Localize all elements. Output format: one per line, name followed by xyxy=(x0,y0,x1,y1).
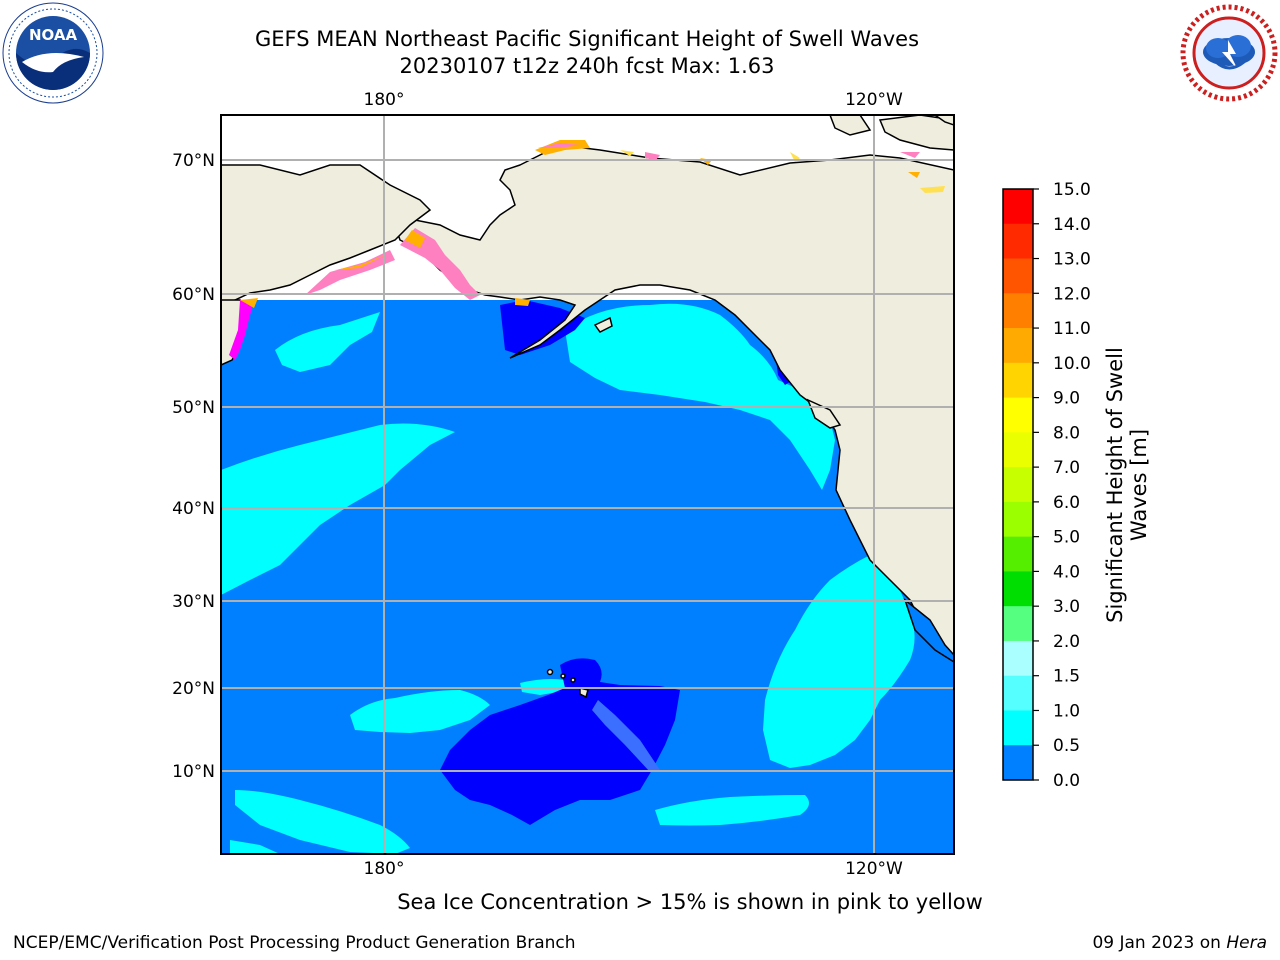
lat-label-30n: 30°N xyxy=(172,592,215,612)
colorbar-label-text: Significant Height of Swell Waves [m] xyxy=(1103,347,1151,623)
colorbar-label: Significant Height of Swell Waves [m] xyxy=(1103,345,1151,625)
sea-ice-footnote-text: Sea Ice Concentration > 15% is shown in … xyxy=(397,890,983,914)
colorbar-tick-label: 12.0 xyxy=(1053,284,1091,304)
colorbar-segment xyxy=(1003,745,1033,781)
footer-date-text: 09 Jan 2023 on xyxy=(1092,933,1227,953)
colorbar-tick-label: 14.0 xyxy=(1053,215,1091,235)
lat-label-70n: 70°N xyxy=(172,151,215,171)
colorbar-tick-label: 10.0 xyxy=(1053,354,1091,374)
colorbar-ticks: 15.0 14.0 13.0 12.0 11.0 10.0 9.0 8.0 7.0 6.0 5.0 4… xyxy=(1033,180,1091,791)
colorbar-segment xyxy=(1003,606,1033,642)
lon-label-top-180: 180° xyxy=(364,90,405,110)
colorbar-tick-label: 3.0 xyxy=(1053,597,1080,617)
colorbar-tick-label: 15.0 xyxy=(1053,180,1091,200)
colorbar-tick-label: 0.0 xyxy=(1053,771,1080,791)
footer-host: Hera xyxy=(1226,933,1267,953)
noaa-logo-text: NOAA xyxy=(29,26,78,44)
lat-label-10n: 10°N xyxy=(172,762,215,782)
colorbar-tick-label: 0.5 xyxy=(1053,736,1080,756)
colorbar-tick-label: 7.0 xyxy=(1053,458,1080,478)
colorbar-frame xyxy=(1002,188,1034,781)
lat-label-50n: 50°N xyxy=(172,398,215,418)
lon-label-bottom-180: 180° xyxy=(364,859,405,879)
lat-label-20n: 20°N xyxy=(172,679,215,699)
colorbar-tick-label: 11.0 xyxy=(1053,319,1091,339)
colorbar-tick-label: 5.0 xyxy=(1053,528,1080,548)
nws-logo xyxy=(1180,4,1278,102)
colorbar-segment xyxy=(1003,328,1033,364)
footer-date: 09 Jan 2023 on Hera xyxy=(1092,933,1267,953)
colorbar-segment xyxy=(1003,189,1033,225)
chart-title: GEFS MEAN Northeast Pacific Significant … xyxy=(254,27,920,51)
colorbar-segment xyxy=(1003,258,1033,294)
colorbar-segment xyxy=(1003,223,1033,260)
lon-label-top-120w: 120°W xyxy=(845,90,903,110)
colorbar-segment xyxy=(1003,362,1033,399)
colorbar-segment xyxy=(1003,397,1033,433)
colorbar-segment xyxy=(1003,675,1033,711)
swell-stripe xyxy=(592,700,660,772)
noaa-logo: NOAA xyxy=(2,2,104,104)
colorbar-tick-label: 9.0 xyxy=(1053,389,1080,409)
colorbar-tick-label: 6.0 xyxy=(1053,493,1080,513)
colorbar-segment xyxy=(1003,536,1033,572)
sea-ice-edges xyxy=(229,140,945,360)
colorbar-tick-label: 8.0 xyxy=(1053,423,1080,443)
colorbar-tick-label: 13.0 xyxy=(1053,250,1091,270)
footer-branch: NCEP/EMC/Verification Post Processing Pr… xyxy=(13,933,576,953)
colorbar-tick-label: 2.0 xyxy=(1053,632,1080,652)
colorbar-tick-label: 1.0 xyxy=(1053,701,1080,721)
land xyxy=(221,115,954,699)
colorbar-tick-label: 4.0 xyxy=(1053,562,1080,582)
colorbar-segment xyxy=(1003,571,1033,607)
chart-subtitle: 20230107 t12z 240h fcst Max: 1.63 xyxy=(399,54,775,78)
colorbar-segment xyxy=(1003,293,1033,329)
colorbar-tick-label: 1.5 xyxy=(1053,667,1080,687)
map-frame xyxy=(220,114,955,855)
lat-label-40n: 40°N xyxy=(172,499,215,519)
colorbar-segment xyxy=(1003,640,1033,677)
colorbar-segment xyxy=(1003,467,1033,503)
lat-label-60n: 60°N xyxy=(172,285,215,305)
map-area xyxy=(221,115,954,854)
colorbar-segment xyxy=(1003,501,1033,538)
colorbar-segment xyxy=(1003,432,1033,468)
colorbar xyxy=(1003,189,1033,781)
colorbar-segment xyxy=(1003,710,1033,746)
sea-ice-footnote: Sea Ice Concentration > 15% is shown in … xyxy=(0,890,1280,914)
lon-label-bottom-120w: 120°W xyxy=(845,859,903,879)
swell-0.0-0.5-region xyxy=(440,300,796,825)
graticule xyxy=(221,115,954,854)
